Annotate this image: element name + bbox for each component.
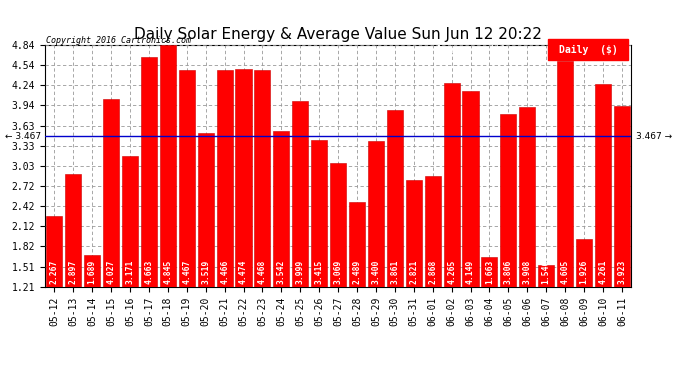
Text: 4.845: 4.845 bbox=[164, 260, 172, 284]
Bar bbox=[520, 107, 535, 287]
Bar bbox=[482, 257, 497, 287]
Bar bbox=[273, 132, 289, 287]
Bar bbox=[595, 84, 611, 287]
Text: 1.689: 1.689 bbox=[88, 260, 97, 284]
Text: 3.923: 3.923 bbox=[618, 260, 627, 284]
Bar bbox=[197, 133, 214, 287]
Text: 2.897: 2.897 bbox=[69, 260, 78, 284]
Text: 3.171: 3.171 bbox=[126, 260, 135, 284]
Text: 2.267: 2.267 bbox=[50, 260, 59, 284]
Text: 1.926: 1.926 bbox=[580, 260, 589, 284]
Text: 3.542: 3.542 bbox=[277, 260, 286, 284]
Bar bbox=[46, 216, 62, 287]
Text: 3.400: 3.400 bbox=[371, 260, 380, 284]
Text: 4.467: 4.467 bbox=[182, 260, 191, 284]
Text: 2.868: 2.868 bbox=[428, 260, 437, 284]
Bar bbox=[179, 70, 195, 287]
Text: 3.999: 3.999 bbox=[296, 260, 305, 284]
Bar bbox=[462, 91, 479, 287]
Bar bbox=[84, 255, 100, 287]
Text: 2.821: 2.821 bbox=[409, 260, 418, 284]
Text: 1.540: 1.540 bbox=[542, 260, 551, 284]
Text: 3.069: 3.069 bbox=[333, 260, 343, 284]
Bar bbox=[293, 101, 308, 287]
Text: ← 3.467: ← 3.467 bbox=[5, 132, 41, 141]
Bar bbox=[141, 57, 157, 287]
Text: 3.806: 3.806 bbox=[504, 260, 513, 284]
Bar bbox=[614, 106, 630, 287]
Text: 4.663: 4.663 bbox=[144, 260, 153, 284]
Bar bbox=[500, 114, 516, 287]
Text: 3.908: 3.908 bbox=[523, 260, 532, 284]
Bar bbox=[557, 61, 573, 287]
Text: 4.265: 4.265 bbox=[447, 260, 456, 284]
Bar bbox=[576, 239, 592, 287]
Bar bbox=[255, 70, 270, 287]
Bar bbox=[424, 176, 441, 287]
Text: 3.467 →: 3.467 → bbox=[635, 132, 671, 141]
Bar bbox=[368, 141, 384, 287]
Bar bbox=[122, 156, 138, 287]
Text: 3.519: 3.519 bbox=[201, 260, 210, 284]
Text: 2.489: 2.489 bbox=[353, 260, 362, 284]
Bar bbox=[406, 180, 422, 287]
Bar bbox=[311, 140, 327, 287]
Text: 4.605: 4.605 bbox=[561, 260, 570, 284]
Text: 4.027: 4.027 bbox=[106, 260, 115, 284]
Bar bbox=[160, 45, 176, 287]
Text: Average  ($): Average ($) bbox=[436, 45, 506, 55]
Text: 4.474: 4.474 bbox=[239, 260, 248, 284]
Text: 1.663: 1.663 bbox=[485, 260, 494, 284]
Title: Daily Solar Energy & Average Value Sun Jun 12 20:22: Daily Solar Energy & Average Value Sun J… bbox=[134, 27, 542, 42]
Text: 3.861: 3.861 bbox=[391, 260, 400, 284]
Text: Copyright 2016 Cartronics.com: Copyright 2016 Cartronics.com bbox=[46, 36, 191, 45]
Text: 3.415: 3.415 bbox=[315, 260, 324, 284]
Text: Daily  ($): Daily ($) bbox=[558, 45, 618, 55]
Bar bbox=[65, 174, 81, 287]
Text: 4.468: 4.468 bbox=[258, 260, 267, 284]
Bar bbox=[444, 83, 460, 287]
Bar bbox=[330, 163, 346, 287]
FancyBboxPatch shape bbox=[548, 39, 628, 60]
Text: 4.149: 4.149 bbox=[466, 260, 475, 284]
Bar bbox=[235, 69, 252, 287]
Text: 4.466: 4.466 bbox=[220, 260, 229, 284]
Bar bbox=[387, 110, 403, 287]
Text: 4.261: 4.261 bbox=[598, 260, 607, 284]
Bar bbox=[349, 202, 365, 287]
Bar bbox=[217, 70, 233, 287]
Bar bbox=[538, 265, 554, 287]
Bar bbox=[103, 99, 119, 287]
